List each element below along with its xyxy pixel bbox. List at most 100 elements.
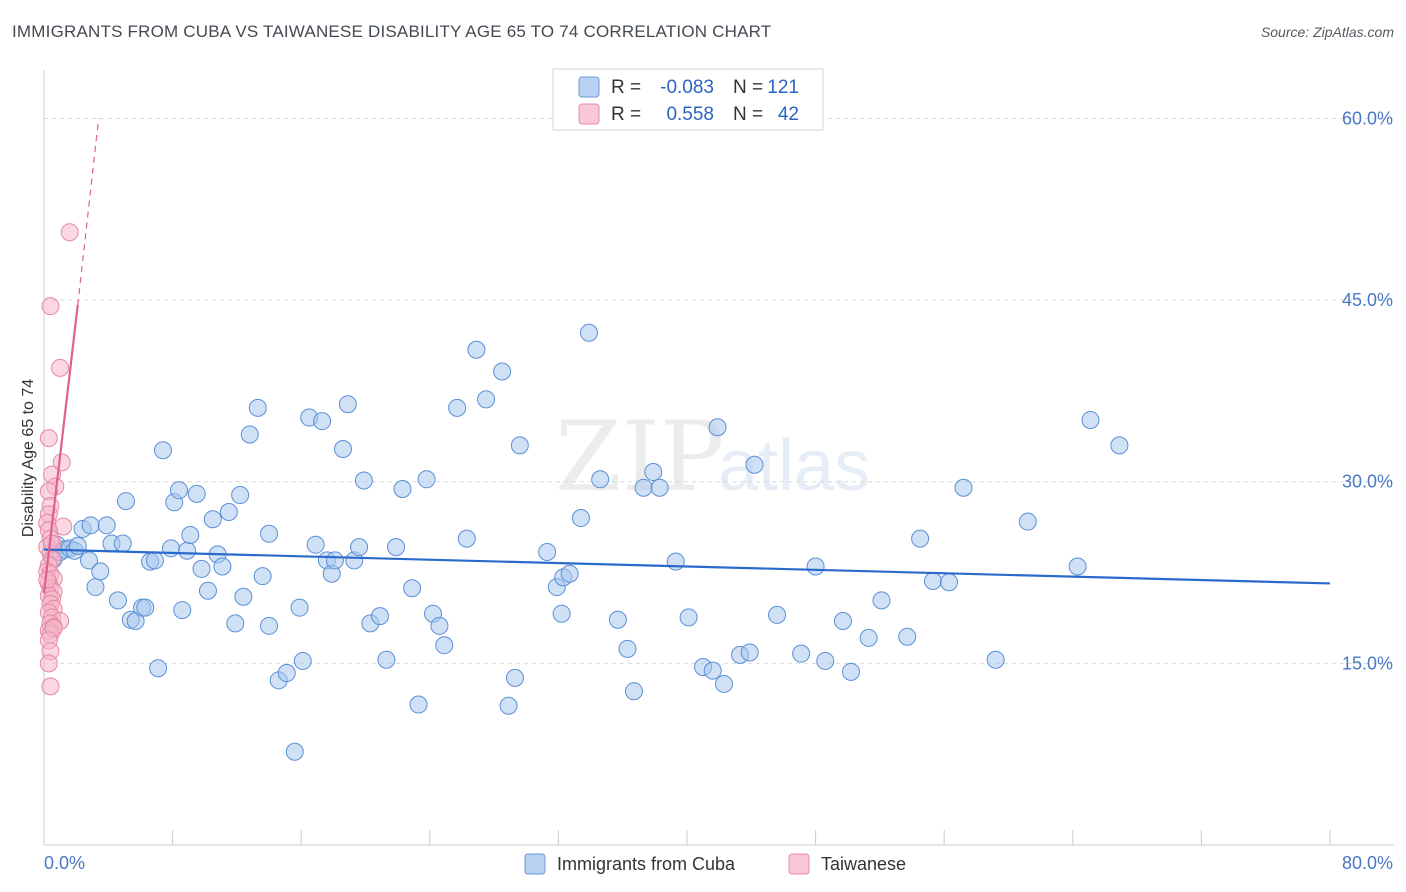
cuba-point-48 <box>285 742 304 761</box>
bottom-legend-label-cuba: Immigrants from Cuba <box>557 854 736 874</box>
cuba-point-63 <box>370 607 389 626</box>
cuba-point-43 <box>253 567 272 586</box>
cuba-point-29 <box>178 541 197 560</box>
series-taiwan-points <box>38 223 79 696</box>
cuba-point-66 <box>393 479 412 498</box>
y-tick-label-30: 30.0% <box>1342 472 1393 492</box>
cuba-point-118 <box>1018 512 1037 531</box>
cuba-trend-line <box>43 548 1331 585</box>
cuba-point-8 <box>80 551 99 570</box>
cuba-point-91 <box>624 682 643 701</box>
cuba-point-65 <box>387 538 406 557</box>
cuba-point-39 <box>231 486 250 505</box>
cuba-point-22 <box>145 551 164 570</box>
cuba-point-61 <box>354 471 373 490</box>
x-tick-label-max: 80.0% <box>1342 853 1393 873</box>
taiwan-point-0 <box>60 223 79 242</box>
cuba-point-109 <box>841 662 860 681</box>
cuba-point-111 <box>872 591 891 610</box>
legend-r-value-cuba: -0.083 <box>660 77 714 98</box>
cuba-point-85 <box>560 564 579 583</box>
cuba-point-60 <box>350 538 369 557</box>
cuba-point-86 <box>571 509 590 528</box>
cuba-point-108 <box>833 611 852 630</box>
cuba-point-14 <box>108 591 127 610</box>
cuba-point-53 <box>313 412 332 431</box>
cuba-point-33 <box>198 581 217 600</box>
y-axis-tick-labels: 15.0% 30.0% 45.0% 60.0% <box>1342 108 1393 673</box>
stats-legend: R = -0.083 N = 121 R = 0.558 N = 42 <box>552 68 824 131</box>
cuba-point-42 <box>248 398 267 417</box>
cuba-point-115 <box>940 573 959 592</box>
watermark-atlas: atlas <box>718 426 870 506</box>
cuba-point-104 <box>768 605 787 624</box>
y-tick-label-60: 60.0% <box>1342 108 1393 128</box>
cuba-point-23 <box>149 659 168 678</box>
taiwan-point-1 <box>41 297 60 316</box>
y-tick-label-45: 45.0% <box>1342 290 1393 310</box>
taiwan-point-2 <box>51 358 70 377</box>
cuba-point-47 <box>277 664 296 683</box>
axes <box>43 70 1394 846</box>
legend-r-label-cuba: R = <box>611 77 641 98</box>
cuba-point-36 <box>213 557 232 576</box>
x-tick-label-min: 0.0% <box>44 853 85 873</box>
legend-n-label-taiwan: N = <box>733 104 763 125</box>
cuba-point-102 <box>740 643 759 662</box>
cuba-point-31 <box>187 484 206 503</box>
cuba-point-72 <box>435 636 454 655</box>
cuba-point-24 <box>153 441 172 460</box>
cuba-point-28 <box>173 601 192 620</box>
cuba-point-120 <box>1081 410 1100 429</box>
legend-r-value-taiwan: 0.558 <box>666 104 714 125</box>
chart-title: IMMIGRANTS FROM CUBA VS TAIWANESE DISABI… <box>12 22 772 41</box>
cuba-point-93 <box>644 463 663 482</box>
cuba-point-90 <box>618 639 637 658</box>
cuba-point-99 <box>708 418 727 437</box>
legend-n-value-taiwan: 42 <box>778 104 799 125</box>
cuba-point-114 <box>923 572 942 591</box>
cuba-point-94 <box>650 478 669 497</box>
cuba-point-81 <box>538 542 557 561</box>
cuba-point-83 <box>552 604 571 623</box>
y-axis-label: Disability Age 65 to 74 <box>20 379 37 537</box>
cuba-point-6 <box>68 536 87 555</box>
cuba-point-27 <box>170 481 189 500</box>
legend-swatch-cuba <box>578 76 600 98</box>
taiwan-trend-line <box>42 304 79 594</box>
cuba-point-92 <box>634 478 653 497</box>
cuba-point-98 <box>703 661 722 680</box>
cuba-point-95 <box>666 552 685 571</box>
cuba-point-73 <box>448 398 467 417</box>
cuba-point-52 <box>306 535 325 554</box>
legend-n-value-cuba: 121 <box>767 77 799 98</box>
cuba-point-89 <box>608 610 627 629</box>
taiwan-point-38 <box>39 654 58 673</box>
cuba-point-20 <box>136 598 155 617</box>
taiwan-point-4 <box>52 453 71 472</box>
bottom-legend: Immigrants from Cuba Taiwanese <box>524 853 906 875</box>
cuba-point-105 <box>792 644 811 663</box>
cuba-point-15 <box>113 534 132 553</box>
cuba-point-78 <box>499 696 518 715</box>
cuba-point-112 <box>898 627 917 646</box>
cuba-point-38 <box>226 614 245 633</box>
cuba-point-71 <box>430 616 449 635</box>
series-cuba-points <box>44 323 1129 761</box>
bottom-legend-label-taiwan: Taiwanese <box>821 854 906 874</box>
cuba-point-100 <box>714 674 733 693</box>
legend-swatch-taiwan <box>578 103 600 125</box>
watermark-zip: ZIP <box>555 401 724 513</box>
cuba-point-10 <box>86 578 105 597</box>
x-axis-ticks <box>43 830 1331 845</box>
cuba-point-9 <box>81 516 100 535</box>
taiwan-point-41 <box>43 534 62 553</box>
grid-lines <box>44 117 1394 664</box>
cuba-point-30 <box>181 526 200 544</box>
cuba-point-68 <box>409 695 428 714</box>
watermark: ZIP atlas <box>555 401 870 513</box>
cuba-point-49 <box>290 598 309 617</box>
cuba-point-32 <box>192 559 211 578</box>
cuba-point-67 <box>403 579 422 598</box>
